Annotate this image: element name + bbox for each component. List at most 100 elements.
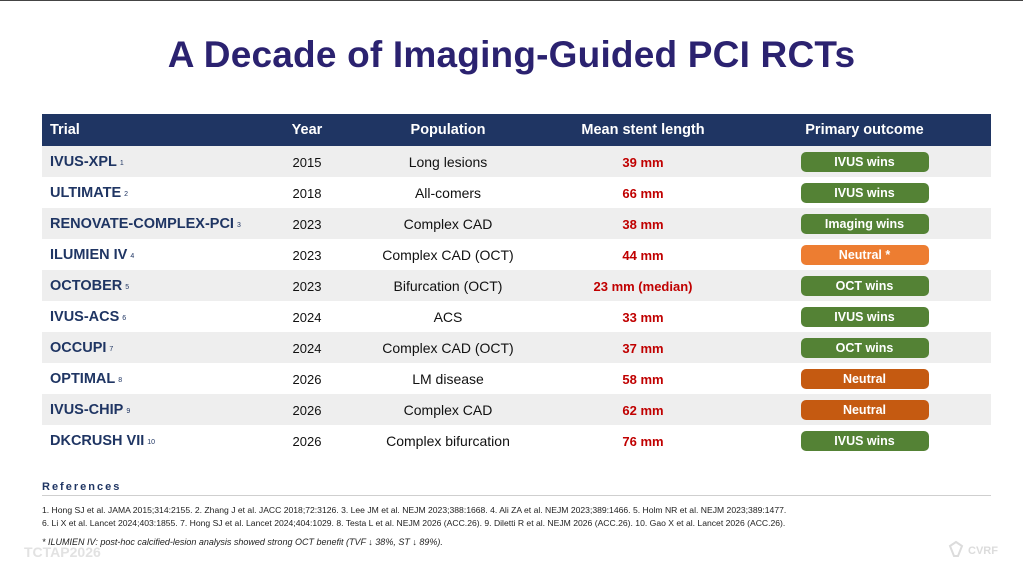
- trial-year: 2023: [292, 216, 322, 232]
- stent-length-cell: 38 mm: [548, 208, 738, 239]
- year-cell: 2023: [266, 239, 348, 270]
- outcome-badge: Neutral *: [800, 244, 929, 265]
- mean-stent-length: 76 mm: [622, 433, 664, 449]
- table-row: OCCUPI 7 2024 Complex CAD (OCT) 37 mm OCT win…: [42, 332, 991, 363]
- stent-length-cell: 76 mm: [548, 425, 738, 456]
- cvrf-logo-icon: [948, 540, 964, 557]
- trial-year: 2024: [292, 340, 322, 356]
- mean-stent-length: 33 mm: [622, 309, 664, 325]
- outcome-badge: IVUS wins: [800, 306, 929, 327]
- header-primary-outcome: Primary outcome: [738, 114, 991, 146]
- table-header-row: Trial Year Population Mean stent length …: [42, 114, 991, 146]
- outcome-badge: IVUS wins: [800, 430, 929, 451]
- reference-number: 7: [109, 346, 114, 353]
- stent-length-cell: 39 mm: [548, 146, 738, 177]
- reference-number: 4: [130, 253, 135, 260]
- header-year: Year: [266, 114, 348, 146]
- tctap-watermark: TCTAP2026: [24, 544, 101, 560]
- population-cell: LM disease: [348, 363, 548, 394]
- year-cell: 2024: [266, 332, 348, 363]
- reference-number: 2: [124, 191, 129, 198]
- population-cell: Complex CAD: [348, 394, 548, 425]
- trial-name: ILUMIEN IV: [50, 247, 128, 263]
- table-row: IVUS-CHIP 9 2026 Complex CAD 62 mm Neutral: [42, 394, 991, 425]
- mean-stent-length: 23 mm (median): [593, 278, 693, 294]
- mean-stent-length: 58 mm: [622, 371, 664, 387]
- slide-title: A Decade of Imaging-Guided PCI RCTs: [167, 34, 856, 75]
- population-cell: Complex CAD (OCT): [348, 239, 548, 270]
- stent-length-cell: 37 mm: [548, 332, 738, 363]
- outcome-cell: OCT wins: [738, 332, 991, 363]
- reference-number: 8: [118, 377, 123, 384]
- outcome-cell: OCT wins: [738, 270, 991, 301]
- trial-population: ACS: [433, 308, 463, 325]
- table-row: RENOVATE-COMPLEX-PCI 3 2023 Complex CAD 38 m…: [42, 208, 991, 239]
- population-cell: All-comers: [348, 177, 548, 208]
- outcome-cell: IVUS wins: [738, 177, 991, 208]
- reference-number: 1: [119, 160, 124, 167]
- outcome-cell: Neutral: [738, 363, 991, 394]
- trial-year: 2015: [292, 154, 322, 170]
- table-row: IVUS-XPL 1 2015 Long lesions 39 mm IVUS wins: [42, 146, 991, 177]
- outcome-cell: IVUS wins: [738, 425, 991, 456]
- outcome-badge: OCT wins: [800, 275, 929, 296]
- references-line-2: 6. Li X et al. Lancet 2024;403:1855. 7. …: [42, 518, 786, 528]
- table-row: DKCRUSH VII 10 2026 Complex bifurcation 76 m…: [42, 425, 991, 456]
- trial-population: Long lesions: [408, 153, 488, 170]
- population-cell: Complex CAD: [348, 208, 548, 239]
- trial-cell: DKCRUSH VII 10: [42, 425, 266, 456]
- year-cell: 2015: [266, 146, 348, 177]
- outcome-badge: Imaging wins: [800, 213, 929, 234]
- outcome-cell: Neutral: [738, 394, 991, 425]
- stent-length-cell: 23 mm (median): [548, 270, 738, 301]
- population-cell: Complex CAD (OCT): [348, 332, 548, 363]
- table-row: ILUMIEN IV 4 2023 Complex CAD (OCT) 44 mm Neu…: [42, 239, 991, 270]
- mean-stent-length: 37 mm: [622, 340, 664, 356]
- trial-year: 2024: [292, 309, 322, 325]
- year-cell: 2024: [266, 301, 348, 332]
- trial-cell: OCTOBER 5: [42, 270, 266, 301]
- reference-number: 10: [147, 439, 156, 446]
- outcome-badge: Neutral: [800, 399, 929, 420]
- footnote-ilumien: * ILUMIEN IV: post-hoc calcified-lesion …: [42, 537, 443, 547]
- trial-cell: ULTIMATE 2: [42, 177, 266, 208]
- outcome-badge: IVUS wins: [800, 182, 929, 203]
- trial-population: Complex CAD: [403, 401, 493, 418]
- year-cell: 2026: [266, 425, 348, 456]
- outcome-cell: IVUS wins: [738, 301, 991, 332]
- top-rule: [0, 0, 1023, 1]
- trial-year: 2026: [292, 371, 322, 387]
- trial-cell: IVUS-XPL 1: [42, 146, 266, 177]
- year-cell: 2023: [266, 270, 348, 301]
- references-line-1: 1. Hong SJ et al. JAMA 2015;314:2155. 2.…: [42, 505, 787, 515]
- trial-cell: RENOVATE-COMPLEX-PCI 3: [42, 208, 266, 239]
- trial-year: 2023: [292, 278, 322, 294]
- trial-name: OCCUPI: [50, 340, 107, 356]
- reference-number: 9: [126, 408, 131, 415]
- trial-population: Bifurcation (OCT): [393, 277, 503, 294]
- mean-stent-length: 39 mm: [622, 154, 664, 170]
- trial-population: Complex bifurcation: [386, 432, 510, 449]
- outcome-cell: Neutral *: [738, 239, 991, 270]
- stent-length-cell: 44 mm: [548, 239, 738, 270]
- trial-cell: OPTIMAL 8: [42, 363, 266, 394]
- header-stent-length: Mean stent length: [548, 114, 738, 146]
- reference-number: 5: [125, 284, 130, 291]
- outcome-cell: IVUS wins: [738, 146, 991, 177]
- year-cell: 2026: [266, 363, 348, 394]
- trial-name: DKCRUSH VII: [50, 433, 145, 449]
- population-cell: Long lesions: [348, 146, 548, 177]
- table-row: OCTOBER 5 2023 Bifurcation (OCT) 23 mm (medi…: [42, 270, 991, 301]
- trial-year: 2026: [292, 402, 322, 418]
- trial-name: IVUS-ACS: [50, 309, 120, 325]
- trial-cell: ILUMIEN IV 4: [42, 239, 266, 270]
- trial-cell: IVUS-ACS 6: [42, 301, 266, 332]
- population-cell: Bifurcation (OCT): [348, 270, 548, 301]
- population-cell: ACS: [348, 301, 548, 332]
- trial-population: Complex CAD (OCT): [382, 246, 514, 263]
- reference-number: 3: [236, 222, 241, 229]
- trial-name: IVUS-CHIP: [50, 402, 124, 418]
- trial-year: 2026: [292, 433, 322, 449]
- table-row: ULTIMATE 2 2018 All-comers 66 mm IVUS wins: [42, 177, 991, 208]
- trial-population: LM disease: [412, 370, 484, 387]
